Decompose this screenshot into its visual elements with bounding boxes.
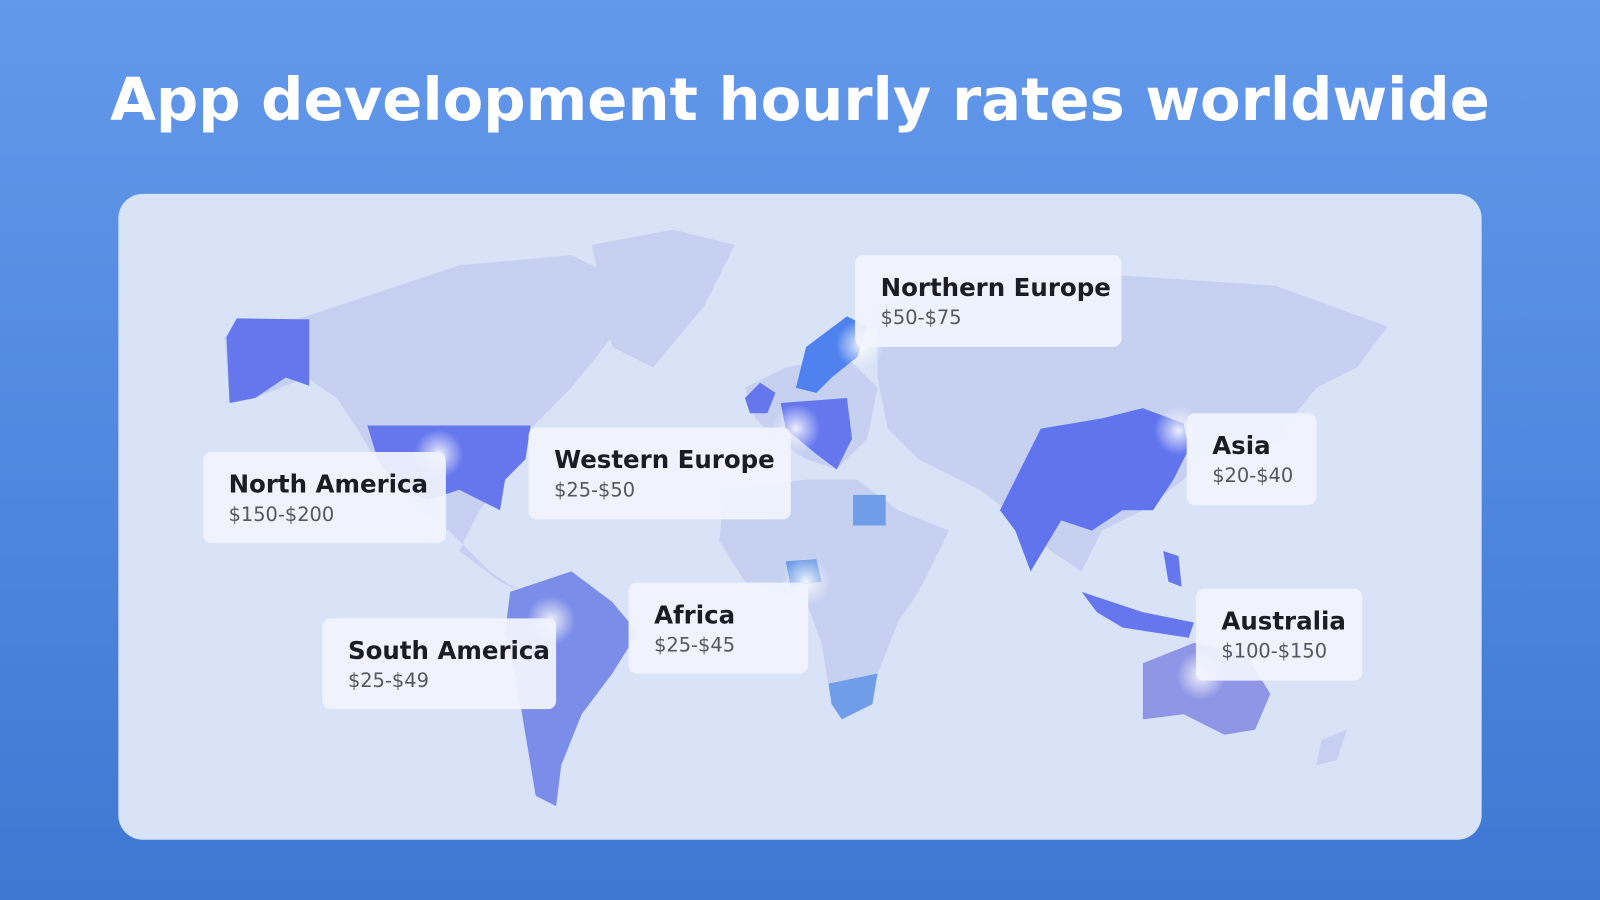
region-card: North America $150-$200 [203, 452, 446, 543]
region-name: Australia [1221, 606, 1345, 635]
region-rate: $25-$50 [554, 478, 635, 501]
region-name: Asia [1212, 431, 1270, 460]
region-name: North America [229, 470, 429, 499]
region-rate: $150-$200 [229, 503, 335, 526]
card-background [322, 618, 557, 710]
region-card: Africa $25-$45 [628, 582, 809, 674]
region-card: Asia $20-$40 [1186, 413, 1317, 506]
region-name: Africa [654, 600, 735, 629]
region-rate: $100-$150 [1221, 640, 1327, 663]
region-card: Australia $100-$150 [1195, 588, 1363, 681]
card-background [1186, 413, 1317, 506]
region-name: Northern Europe [881, 273, 1111, 302]
card-background [528, 427, 791, 520]
card-background [628, 582, 809, 674]
card-background [203, 452, 446, 543]
region-rate: $25-$45 [654, 633, 735, 656]
region-card: Northern Europe $50-$75 [855, 255, 1122, 347]
card-background [855, 255, 1122, 347]
region-labels: North America $150-$200 Western Europe $25-… [203, 255, 1363, 710]
region-rate: $25-$49 [348, 669, 429, 692]
region-rate: $50-$75 [881, 306, 962, 329]
region-rate: $20-$40 [1212, 464, 1293, 487]
region-name: South America [348, 636, 550, 665]
region-name: Western Europe [554, 445, 775, 474]
card-background [1195, 588, 1363, 681]
region-card: Western Europe $25-$50 [528, 427, 791, 520]
region-card: South America $25-$49 [322, 618, 557, 710]
title: App development hourly rates worldwide [110, 65, 1490, 134]
